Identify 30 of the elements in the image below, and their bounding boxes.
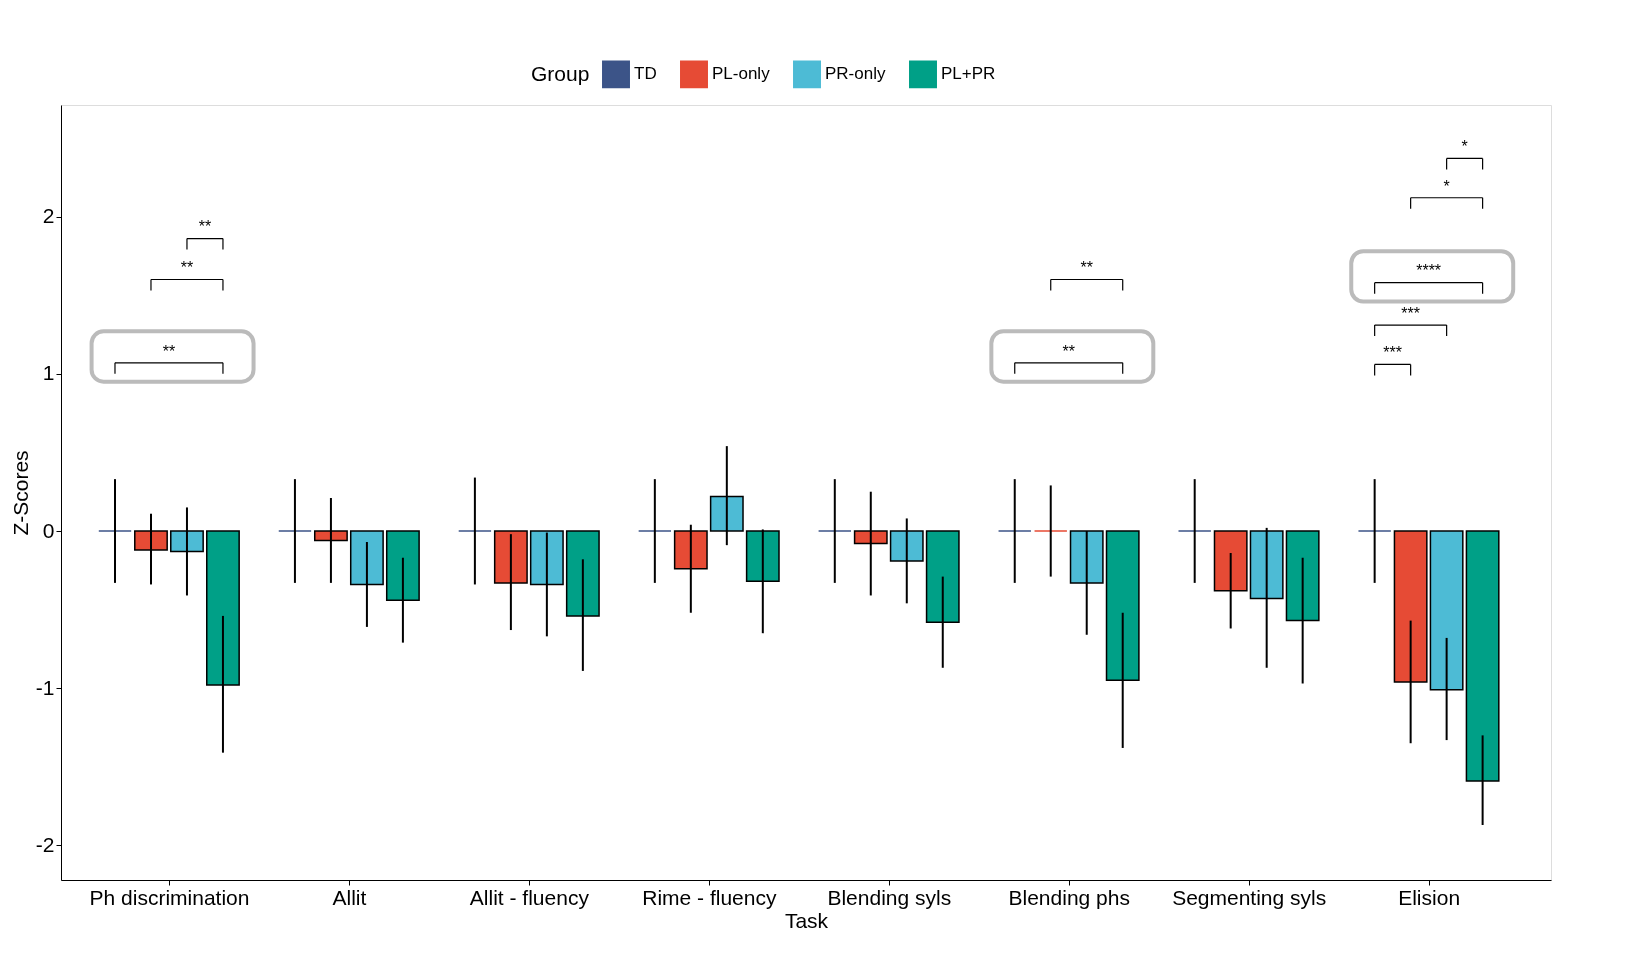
y-tick-label: -1 (35, 675, 55, 699)
legend-label: PR-only (825, 64, 886, 84)
annotation: *** (1401, 304, 1420, 322)
y-tick-label: -2 (35, 832, 55, 856)
x-tick-label: Blending phs (1008, 885, 1130, 909)
annotation: * (1443, 177, 1450, 195)
annotation: ** (162, 342, 176, 360)
x-tick-label: Blending syls (827, 885, 952, 909)
annotation: ** (1062, 342, 1075, 360)
y-tick-label: 0 (42, 518, 55, 542)
annotation: * (1461, 138, 1468, 156)
annotation: ** (1080, 259, 1093, 277)
legend-title: Group (531, 62, 590, 85)
x-axis-title: Task (784, 908, 829, 932)
legend-label: PL+PR (941, 64, 996, 84)
annotation: ** (198, 218, 212, 236)
legend-label: PL-only (712, 64, 771, 84)
legend-label: TD (634, 64, 657, 84)
y-tick-label: 1 (42, 361, 55, 385)
annotation: ** (180, 259, 194, 277)
x-tick-label: Segmenting syls (1172, 885, 1327, 909)
y-tick-label: 2 (42, 204, 55, 228)
annotation: **** (1416, 262, 1442, 280)
y-axis-title: Z-Scores (8, 450, 32, 536)
x-tick-label: Allit - fluency (469, 885, 590, 909)
annotation: *** (1383, 344, 1402, 362)
x-tick-label: Rime - fluency (642, 885, 777, 909)
x-tick-label: Ph discrimination (89, 885, 250, 909)
x-tick-label: Allit (332, 885, 367, 909)
x-tick-label: Elision (1398, 885, 1461, 909)
